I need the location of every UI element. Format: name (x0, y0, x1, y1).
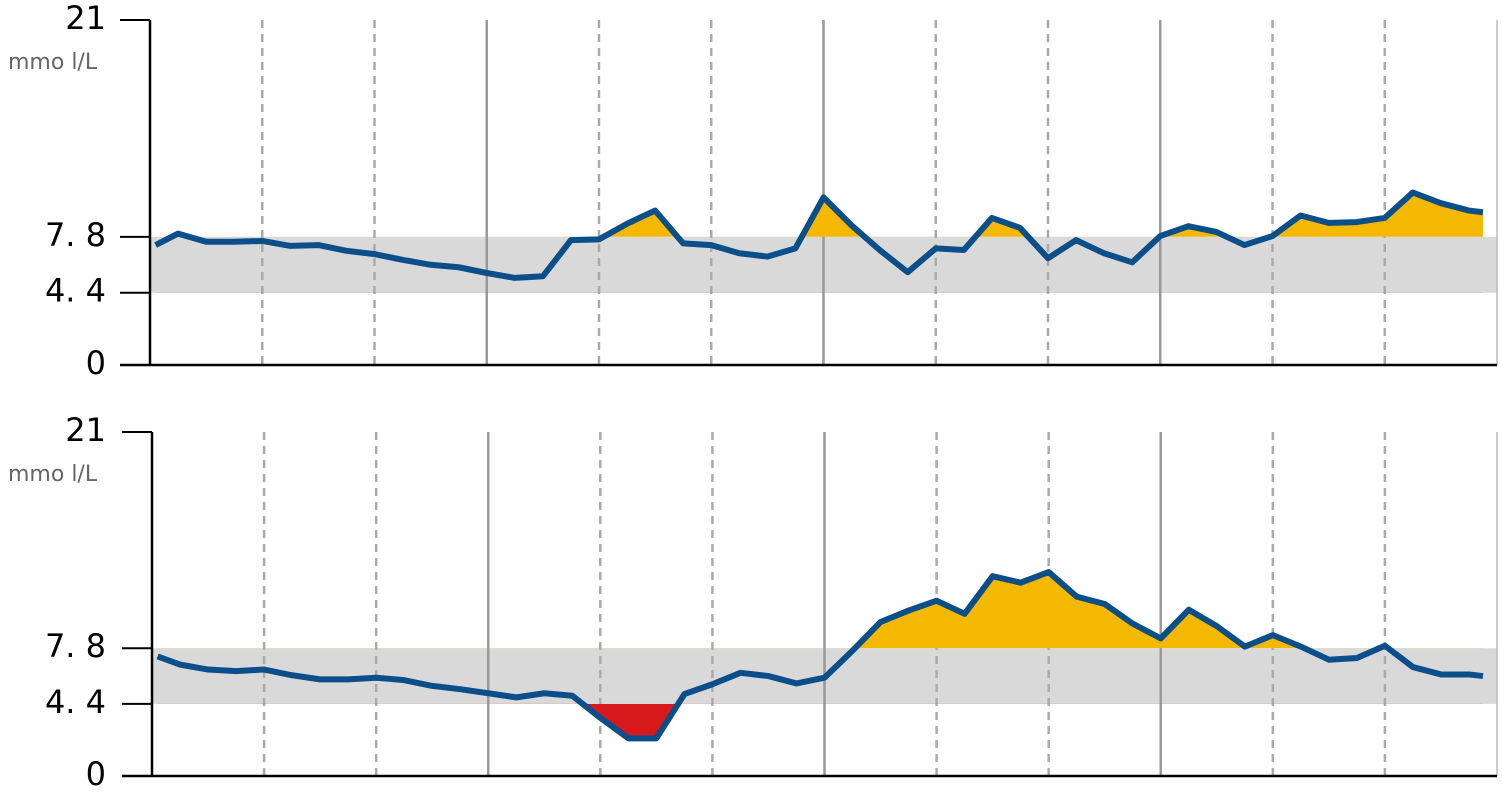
y-tick-label: 7. 8 (45, 627, 106, 665)
high-area (155, 192, 1483, 237)
glucose-line (156, 569, 1484, 742)
glucose-line (154, 189, 1484, 281)
y-tick-label: 0 (86, 344, 106, 382)
y-tick-label: 0 (86, 755, 106, 793)
y-tick-label: 21 (65, 411, 106, 449)
y-axis-unit: mmo l/L (8, 462, 98, 487)
y-tick-label: 7. 8 (45, 216, 106, 254)
y-tick-label: 4. 4 (45, 272, 106, 310)
y-axis-unit: mmo l/L (8, 50, 98, 75)
y-tick-label: 21 (65, 0, 106, 37)
y-tick-label: 4. 4 (45, 683, 106, 721)
